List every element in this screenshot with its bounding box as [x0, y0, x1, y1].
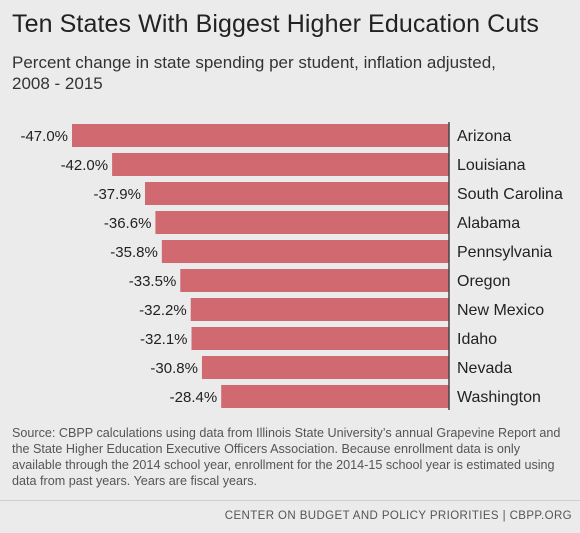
value-label: -30.8%	[150, 360, 198, 377]
bar-chart: -47.0% Arizona -42.0% Louisiana -37.9% South …	[20, 122, 563, 410]
category-label: Nevada	[457, 360, 512, 377]
category-label: Idaho	[457, 331, 497, 348]
footer-credit: CENTER ON BUDGET AND POLICY PRIORITIES |…	[224, 510, 572, 522]
value-label: -32.2%	[139, 302, 187, 319]
bar-new-mexico	[190, 298, 449, 321]
value-label: -33.5%	[129, 273, 177, 290]
footer-bar: CENTER ON BUDGET AND POLICY PRIORITIES |…	[0, 500, 580, 533]
value-label: -35.8%	[110, 244, 158, 261]
source-note: Source: CBPP calculations using data fro…	[12, 426, 561, 488]
value-label: -37.9%	[93, 186, 141, 203]
category-label: Alabama	[457, 215, 520, 232]
bar-arizona	[72, 124, 449, 147]
value-label: -47.0%	[20, 128, 68, 145]
category-label: Washington	[457, 389, 541, 406]
bar-south-carolina	[144, 182, 449, 205]
category-label: Arizona	[457, 128, 511, 145]
value-label: -28.4%	[170, 389, 218, 406]
bar-washington	[221, 385, 449, 408]
bar-alabama	[155, 211, 450, 234]
category-label: Louisiana	[457, 157, 526, 174]
bars-group: -47.0% Arizona -42.0% Louisiana -37.9% South …	[20, 124, 563, 408]
bar-louisiana	[112, 153, 449, 176]
value-label: -42.0%	[61, 157, 109, 174]
value-label: -32.1%	[140, 331, 188, 348]
bar-pennsylvania	[161, 240, 449, 263]
chart-subtitle: Percent change in state spending per stu…	[12, 53, 496, 93]
value-label: -36.6%	[104, 215, 152, 232]
bar-oregon	[180, 269, 449, 292]
category-label: Oregon	[457, 273, 510, 290]
category-label: Pennsylvania	[457, 244, 552, 261]
bar-nevada	[201, 356, 449, 379]
category-label: South Carolina	[457, 186, 563, 203]
chart-title: Ten States With Biggest Higher Education…	[12, 10, 539, 38]
bar-idaho	[191, 327, 449, 350]
category-label: New Mexico	[457, 302, 544, 319]
